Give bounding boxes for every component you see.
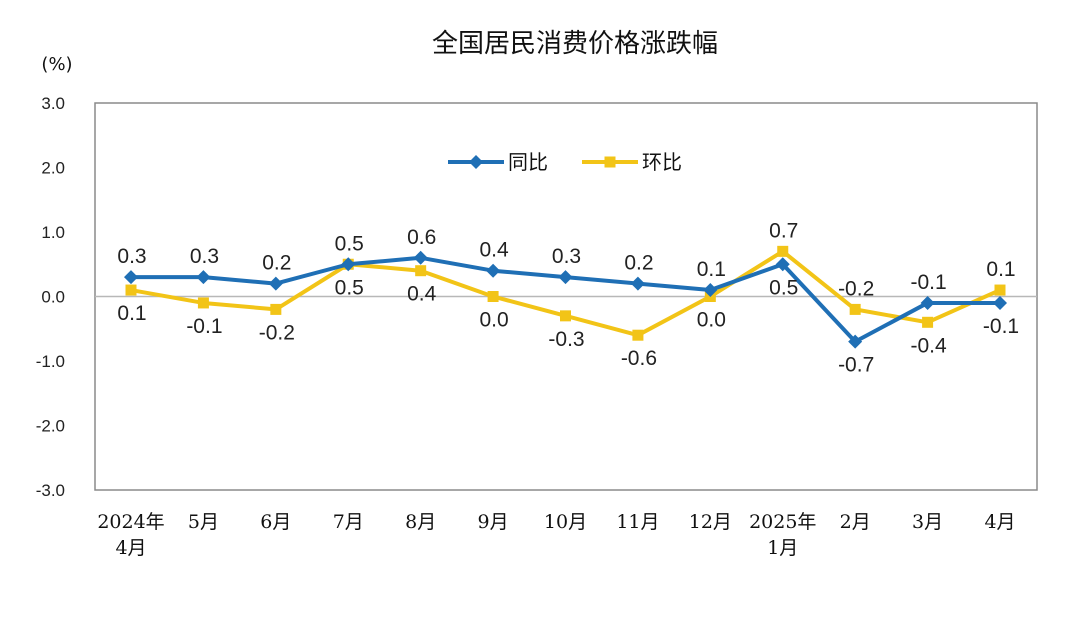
data-label: 0.2 (262, 252, 291, 275)
data-label: -0.1 (983, 315, 1019, 338)
data-point (270, 303, 282, 315)
data-label: 0.3 (190, 245, 219, 268)
data-point (196, 270, 211, 285)
data-point (197, 297, 209, 309)
y-axis-unit: (%) (41, 54, 72, 75)
data-label: 0.5 (335, 232, 364, 255)
x-tick-label: 7月 (333, 511, 364, 533)
data-point (775, 257, 790, 272)
legend-marker (469, 155, 483, 169)
x-tick-label: 4月 (984, 511, 1015, 533)
data-label: -0.4 (910, 334, 947, 357)
y-tick-label: 2.0 (41, 159, 65, 178)
data-label: 0.6 (407, 226, 436, 249)
data-point (560, 310, 571, 322)
data-label: 0.3 (552, 245, 581, 268)
x-tick-label: 3月 (912, 511, 943, 533)
chart-title: 全国居民消费价格涨跌幅 (432, 29, 718, 59)
x-tick-label: 2025年 (749, 511, 816, 533)
data-label: -0.7 (838, 354, 874, 377)
x-tick-label: 12月 (689, 511, 732, 533)
data-label: -0.2 (259, 321, 295, 344)
data-point (632, 329, 644, 341)
x-tick-label: 10月 (544, 511, 587, 533)
data-label: -0.6 (621, 347, 657, 370)
data-point (630, 276, 645, 291)
x-tick-label: 1月 (767, 537, 798, 559)
data-label: 0.1 (986, 258, 1015, 281)
y-axis-ticks: 3.0 2.0 1.0 0.0 -1.0 -2.0 -3.0 (36, 94, 65, 500)
data-label: 0.1 (117, 302, 146, 325)
data-label: -0.2 (838, 277, 874, 300)
x-tick-label: 6月 (260, 511, 291, 533)
y-tick-label: 1.0 (41, 223, 65, 242)
data-label: 0.2 (624, 252, 653, 275)
legend: 同比 环比 (448, 150, 682, 174)
y-tick-label: -1.0 (36, 352, 65, 371)
data-point (415, 265, 427, 277)
x-tick-label: 2024年 (97, 511, 164, 533)
x-tick-label: 2月 (840, 511, 871, 533)
data-label: 0.4 (407, 283, 437, 306)
data-point (703, 283, 718, 298)
data-point (920, 295, 935, 310)
data-label: 0.7 (769, 219, 798, 242)
legend-label: 环比 (642, 150, 682, 174)
data-point (124, 270, 138, 285)
x-axis-ticks: 2024年 4月 5月 6月 7月 8月 9月 10月 11月 12月 2025年 1月 2月 3月 4月 (97, 511, 1015, 559)
data-label: -0.1 (910, 271, 946, 294)
data-label: 0.1 (697, 258, 726, 281)
data-point (848, 334, 863, 349)
data-point (993, 295, 1007, 310)
data-point (922, 316, 934, 328)
data-label: -0.1 (186, 315, 222, 338)
x-tick-label: 4月 (115, 537, 146, 559)
data-point (341, 257, 356, 272)
x-tick-label: 11月 (616, 511, 659, 533)
data-point (777, 245, 789, 257)
data-label: 0.0 (697, 309, 726, 332)
data-point (125, 284, 137, 296)
y-tick-label: -2.0 (36, 417, 65, 436)
data-point (487, 291, 499, 302)
y-tick-label: 0.0 (41, 288, 65, 307)
x-tick-label: 9月 (478, 511, 509, 533)
y-tick-label: -3.0 (36, 481, 65, 500)
legend-label: 同比 (508, 150, 548, 174)
series-layer (124, 245, 1007, 349)
data-label: 0.3 (117, 245, 146, 268)
data-label: 0.0 (479, 309, 508, 332)
data-label: 0.4 (479, 239, 509, 262)
x-tick-label: 8月 (405, 511, 436, 533)
data-labels: 0.3 0.1 0.3 -0.1 0.2 -0.2 0.5 0.5 0.6 0.4 0.4 0.0 0.… (117, 219, 1019, 376)
data-label: -0.3 (548, 328, 584, 351)
data-point (994, 284, 1006, 296)
data-point (486, 263, 501, 278)
data-point (558, 270, 573, 285)
data-label: 0.5 (335, 276, 364, 299)
y-tick-label: 3.0 (41, 94, 65, 113)
data-label: 0.5 (769, 276, 798, 299)
x-tick-label: 5月 (188, 511, 219, 533)
data-point (268, 276, 283, 291)
data-point (849, 303, 861, 315)
data-point (413, 250, 428, 265)
legend-marker (604, 156, 616, 168)
